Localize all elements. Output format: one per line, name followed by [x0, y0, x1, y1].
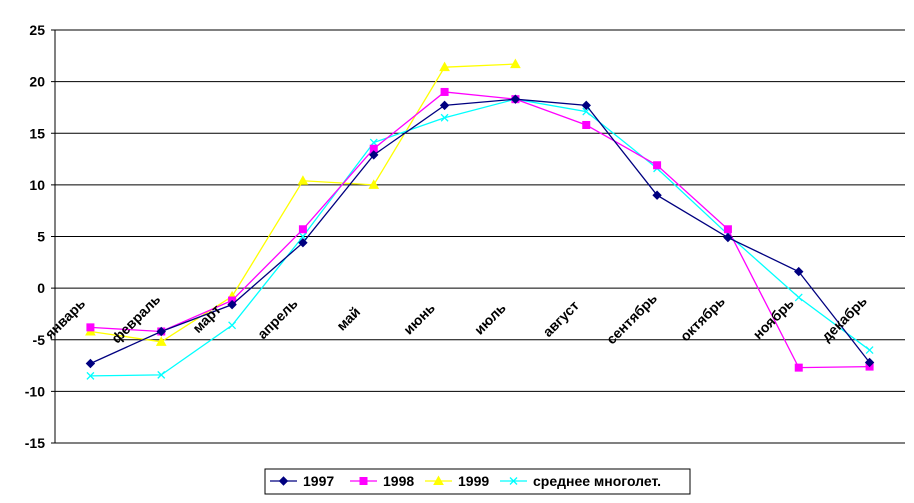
legend-label: 1998 — [383, 473, 414, 489]
y-axis: 25 20 15 10 5 0 -5 -10 -15 — [25, 22, 55, 451]
y-tick-label: -15 — [25, 435, 45, 451]
y-tick-label: 5 — [37, 229, 45, 245]
series-average-point — [865, 346, 874, 355]
series-average-point — [440, 113, 449, 122]
legend: 1997 1998 1999 среднее многолет. — [264, 468, 691, 495]
series-1999-point — [439, 61, 450, 72]
series-group — [85, 58, 875, 380]
series-1997-point — [227, 299, 237, 310]
series-1997-point — [156, 326, 166, 337]
series-1997-point — [85, 358, 96, 369]
series-1997-point — [723, 232, 733, 243]
y-tick-label: 0 — [37, 280, 45, 296]
series-1999-point — [510, 58, 521, 69]
y-tick-label: -5 — [33, 332, 46, 348]
y-tick-label: 25 — [29, 22, 45, 38]
y-tick-label: 10 — [29, 177, 45, 193]
y-tick-label: -10 — [25, 383, 45, 399]
series-1998-point — [298, 225, 307, 234]
series-1997-point — [439, 100, 450, 111]
legend-box — [264, 468, 691, 495]
grid-lines — [55, 29, 905, 444]
series-1997 — [85, 94, 875, 369]
series-average-line — [90, 98, 870, 377]
series-1998-point — [794, 363, 803, 372]
series-1999-point — [155, 336, 167, 346]
legend-point — [359, 477, 368, 485]
legend-item-1998: 1998 — [350, 473, 414, 489]
series-1997-point — [864, 357, 875, 368]
y-tick-label: 15 — [29, 125, 45, 141]
legend-point — [433, 475, 444, 485]
series-average-point — [228, 321, 237, 330]
legend-label: 1999 — [458, 473, 489, 489]
y-tick-label: 20 — [29, 74, 45, 90]
series-1997-point — [652, 190, 662, 200]
series-1997-point — [369, 150, 379, 160]
series-1998-point — [723, 225, 732, 234]
series-average-point — [794, 293, 803, 302]
series-1997-point — [794, 266, 804, 277]
series-average-point — [157, 370, 166, 379]
series-1997-point — [298, 237, 308, 248]
series-1998-line — [90, 91, 870, 369]
legend-item-1997: 1997 — [270, 473, 334, 489]
series-1998-point — [582, 120, 591, 129]
legend-item-average: среднее многолет. — [500, 473, 661, 489]
legend-label: среднее многолет. — [533, 473, 661, 489]
legend-point — [509, 477, 518, 485]
series-1998-point — [440, 87, 449, 96]
series-1997-point — [581, 100, 591, 111]
series-1998-point — [653, 161, 662, 170]
series-average-point — [86, 371, 95, 380]
legend-label: 1997 — [303, 473, 334, 489]
series-1997-point — [510, 94, 521, 104]
series-1998-point — [86, 323, 95, 332]
series-1999-point — [368, 179, 380, 189]
legend-point — [278, 476, 289, 486]
series-1997-line — [90, 98, 871, 365]
legend-item-1999: 1999 — [425, 473, 489, 489]
series-1999-point — [297, 175, 309, 185]
